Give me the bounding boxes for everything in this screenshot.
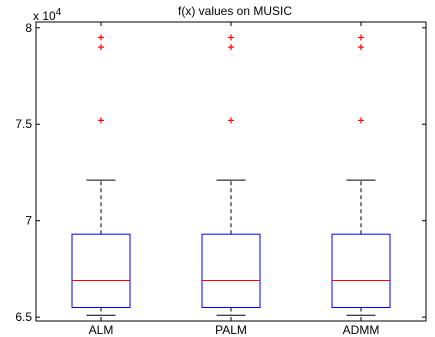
x-tick-label: ALM (89, 323, 114, 337)
box (71, 233, 131, 308)
box-group (71, 34, 131, 316)
y-multiplier-label: x 104 (33, 7, 62, 23)
y-tick-label: 7 (25, 214, 32, 228)
outlier-point (358, 117, 364, 124)
chart-title: f(x) values on MUSIC (178, 4, 292, 18)
boxes-layer (71, 34, 391, 316)
box (201, 233, 261, 308)
x-tick-label: ADMM (343, 323, 380, 337)
outlier-point (228, 34, 234, 41)
y-tick-label: 7.5 (15, 117, 32, 131)
x-axis: ALM PALM ADMM (89, 22, 380, 337)
outlier-point (228, 44, 234, 51)
outlier-point (98, 117, 104, 124)
outlier-point (98, 44, 104, 51)
x-tick-label: PALM (215, 323, 247, 337)
outlier-point (228, 117, 234, 124)
box-group (201, 34, 261, 316)
box (331, 233, 391, 308)
y-axis: 6.5 7 7.5 8 (15, 21, 426, 324)
box-group (331, 34, 391, 316)
outlier-point (358, 44, 364, 51)
outlier-point (358, 34, 364, 41)
y-tick-label: 8 (25, 21, 32, 35)
y-tick-label: 6.5 (15, 310, 32, 324)
plot-area (35, 21, 427, 322)
outlier-point (98, 34, 104, 41)
